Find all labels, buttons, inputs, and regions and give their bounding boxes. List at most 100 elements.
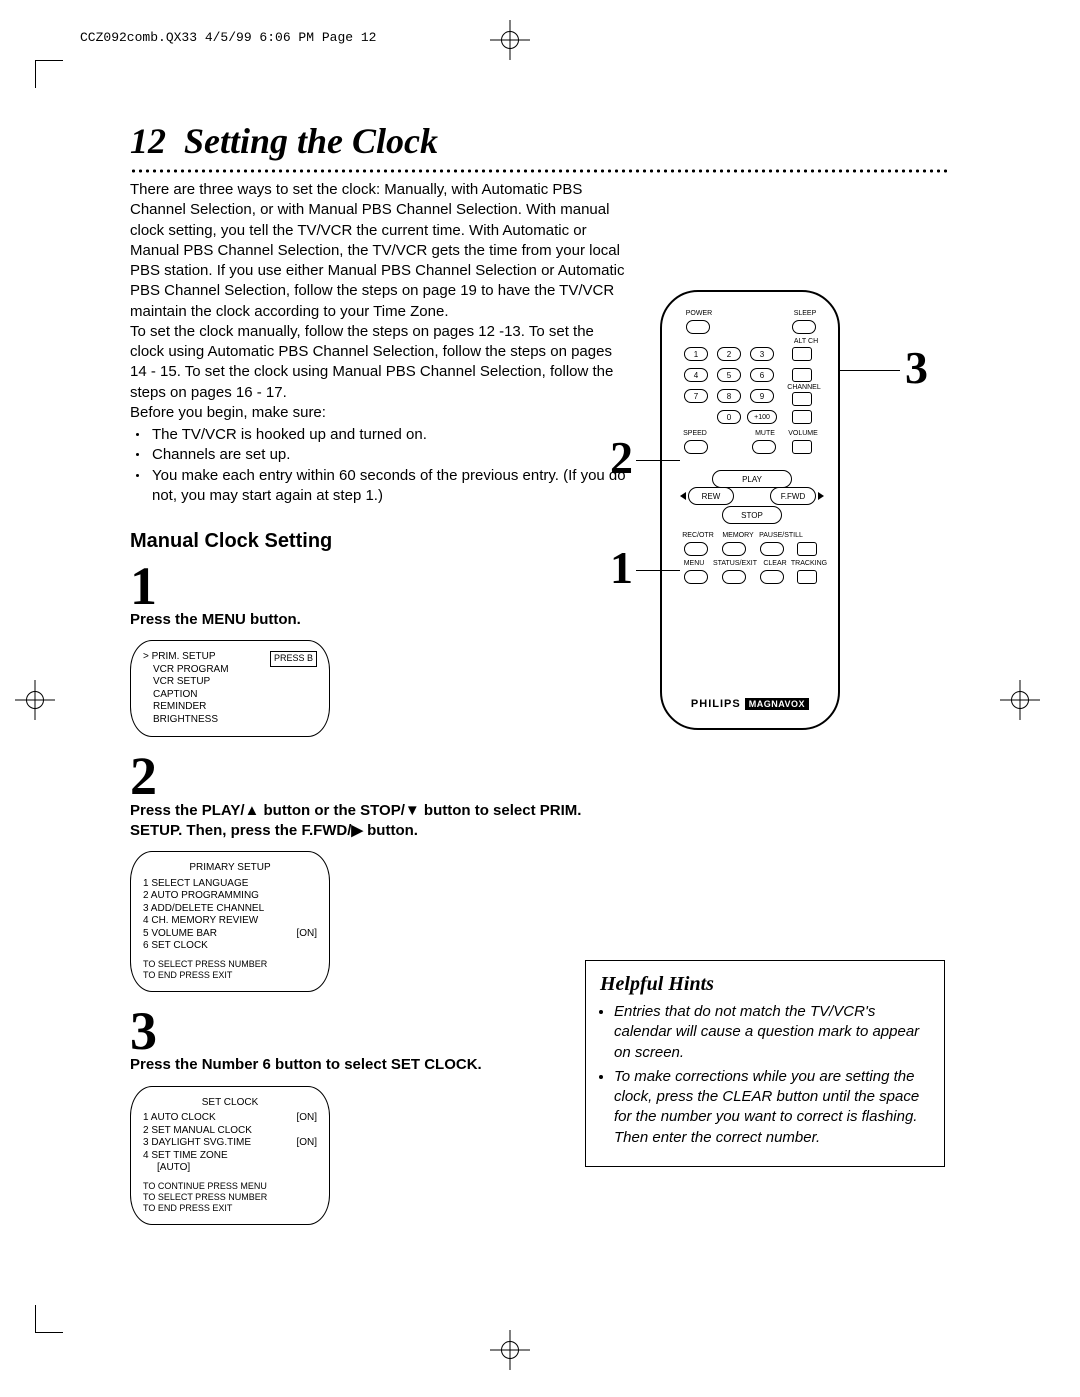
screen-title: PRIMARY SETUP bbox=[143, 862, 317, 875]
menu-item: 1 AUTO CLOCK[ON] bbox=[143, 1112, 317, 1125]
stop-button: STOP bbox=[722, 506, 782, 524]
registration-mark bbox=[15, 680, 55, 720]
num-8: 8 bbox=[717, 389, 741, 403]
screen-title: SET CLOCK bbox=[143, 1097, 317, 1110]
menu-item: VCR SETUP bbox=[143, 676, 317, 689]
intro-para-2: To set the clock manually, follow the st… bbox=[130, 322, 630, 403]
power-button bbox=[686, 320, 710, 334]
menu-item: 5 VOLUME BAR[ON] bbox=[143, 928, 317, 941]
crop-mark bbox=[35, 60, 63, 88]
num-1: 1 bbox=[684, 347, 708, 361]
num-3: 3 bbox=[750, 347, 774, 361]
rec-button bbox=[684, 542, 708, 556]
tracking-down-button bbox=[797, 570, 817, 584]
speed-button bbox=[684, 440, 708, 454]
label-mute: MUTE bbox=[752, 430, 778, 437]
hint-item: To make corrections while you are settin… bbox=[614, 1067, 930, 1148]
page-title: Setting the Clock bbox=[184, 120, 438, 162]
num-4: 4 bbox=[684, 368, 708, 382]
ch-down-button bbox=[792, 392, 812, 406]
bullet-item: The TV/VCR is hooked up and turned on. bbox=[130, 425, 630, 445]
print-header: CCZ092comb.QX33 4/5/99 6:06 PM Page 12 bbox=[80, 30, 376, 45]
page-number: 12 bbox=[130, 120, 166, 162]
label-pausestill: PAUSE/STILL bbox=[757, 532, 805, 539]
num-7: 7 bbox=[684, 389, 708, 403]
bullet-item: Channels are set up. bbox=[130, 445, 630, 465]
label-memory: MEMORY bbox=[720, 532, 756, 539]
remote-diagram: POWER SLEEP 1 2 3 ALT CH 4 5 6 CHANNEL 7… bbox=[610, 290, 950, 930]
rew-button: REW bbox=[688, 487, 734, 505]
press-b-badge: PRESS B bbox=[270, 651, 317, 666]
menu-item: [AUTO] bbox=[143, 1162, 317, 1175]
num-9: 9 bbox=[750, 389, 774, 403]
menu-item: 4 CH. MEMORY REVIEW bbox=[143, 915, 317, 928]
ffwd-arrow-icon bbox=[818, 492, 824, 500]
intro-bullets: The TV/VCR is hooked up and turned on. C… bbox=[130, 425, 630, 506]
mute-button bbox=[752, 440, 776, 454]
menu-button bbox=[684, 570, 708, 584]
screen-footer: TO SELECT PRESS NUMBER bbox=[143, 1192, 317, 1203]
play-button: PLAY bbox=[712, 470, 792, 488]
screen-footer: TO CONTINUE PRESS MENU bbox=[143, 1181, 317, 1192]
screen-footer: TO END PRESS EXIT bbox=[143, 970, 317, 981]
num-6: 6 bbox=[750, 368, 774, 382]
step-number-3: 3 bbox=[130, 1010, 630, 1053]
ch-up-button bbox=[792, 368, 812, 382]
label-menu: MENU bbox=[680, 560, 708, 567]
step-number-2: 2 bbox=[130, 755, 630, 798]
label-power: POWER bbox=[684, 310, 714, 317]
helpful-hints-title: Helpful Hints bbox=[600, 973, 930, 996]
title-divider bbox=[130, 168, 950, 174]
registration-mark bbox=[1000, 680, 1040, 720]
tv-screen-1: PRESS B PRIM. SETUP VCR PROGRAM VCR SETU… bbox=[130, 640, 330, 737]
vol-right-button bbox=[792, 410, 812, 424]
menu-item: 1 SELECT LANGUAGE bbox=[143, 878, 317, 891]
intro-before: Before you begin, make sure: bbox=[130, 403, 630, 423]
num-5: 5 bbox=[717, 368, 741, 382]
altch-button bbox=[792, 347, 812, 361]
screen-footer: TO END PRESS EXIT bbox=[143, 1203, 317, 1214]
label-clear: CLEAR bbox=[760, 560, 790, 567]
rew-arrow-icon bbox=[680, 492, 686, 500]
step-label-2: Press the PLAY/▲ button or the STOP/▼ bu… bbox=[130, 801, 590, 842]
helpful-hints-box: Helpful Hints Entries that do not match … bbox=[585, 960, 945, 1167]
label-statusexit: STATUS/EXIT bbox=[710, 560, 760, 567]
ffwd-button: F.FWD bbox=[770, 487, 816, 505]
menu-item: 4 SET TIME ZONE bbox=[143, 1150, 317, 1163]
step-label-1: Press the MENU button. bbox=[130, 610, 590, 630]
hint-item: Entries that do not match the TV/VCR's c… bbox=[614, 1002, 930, 1063]
menu-item: 3 ADD/DELETE CHANNEL bbox=[143, 903, 317, 916]
label-sleep: SLEEP bbox=[790, 310, 820, 317]
menu-item: REMINDER bbox=[143, 701, 317, 714]
num-plus100: +100 bbox=[747, 410, 777, 424]
label-volume: VOLUME bbox=[785, 430, 821, 437]
menu-item: BRIGHTNESS bbox=[143, 714, 317, 727]
menu-item: CAPTION bbox=[143, 689, 317, 702]
tv-screen-2: PRIMARY SETUP 1 SELECT LANGUAGE 2 AUTO P… bbox=[130, 851, 330, 992]
crop-mark bbox=[35, 1305, 63, 1333]
intro-para-1: There are three ways to set the clock: M… bbox=[130, 180, 630, 322]
remote-outline: POWER SLEEP 1 2 3 ALT CH 4 5 6 CHANNEL 7… bbox=[660, 290, 840, 730]
tracking-up-button bbox=[797, 542, 817, 556]
step-label-3: Press the Number 6 button to select SET … bbox=[130, 1055, 590, 1075]
status-exit-button bbox=[722, 570, 746, 584]
bullet-item: You make each entry within 60 seconds of… bbox=[130, 466, 630, 507]
vol-button bbox=[792, 440, 812, 454]
pause-button bbox=[760, 542, 784, 556]
num-0: 0 bbox=[717, 410, 741, 424]
brand-label: PHILIPSMAGNAVOX bbox=[662, 698, 838, 710]
menu-item: 3 DAYLIGHT SVG.TIME[ON] bbox=[143, 1137, 317, 1150]
tv-screen-3: SET CLOCK 1 AUTO CLOCK[ON] 2 SET MANUAL … bbox=[130, 1086, 330, 1226]
label-recotr: REC/OTR bbox=[680, 532, 716, 539]
label-altch: ALT CH bbox=[790, 338, 822, 345]
label-channel: CHANNEL bbox=[785, 384, 823, 391]
step-number-1: 1 bbox=[130, 565, 630, 608]
menu-item: 2 SET MANUAL CLOCK bbox=[143, 1125, 317, 1138]
registration-mark bbox=[490, 20, 530, 60]
section-heading: Manual Clock Setting bbox=[130, 528, 630, 555]
menu-item: 2 AUTO PROGRAMMING bbox=[143, 890, 317, 903]
registration-mark bbox=[490, 1330, 530, 1370]
menu-item: 6 SET CLOCK bbox=[143, 940, 317, 953]
clear-button bbox=[760, 570, 784, 584]
screen-footer: TO SELECT PRESS NUMBER bbox=[143, 959, 317, 970]
